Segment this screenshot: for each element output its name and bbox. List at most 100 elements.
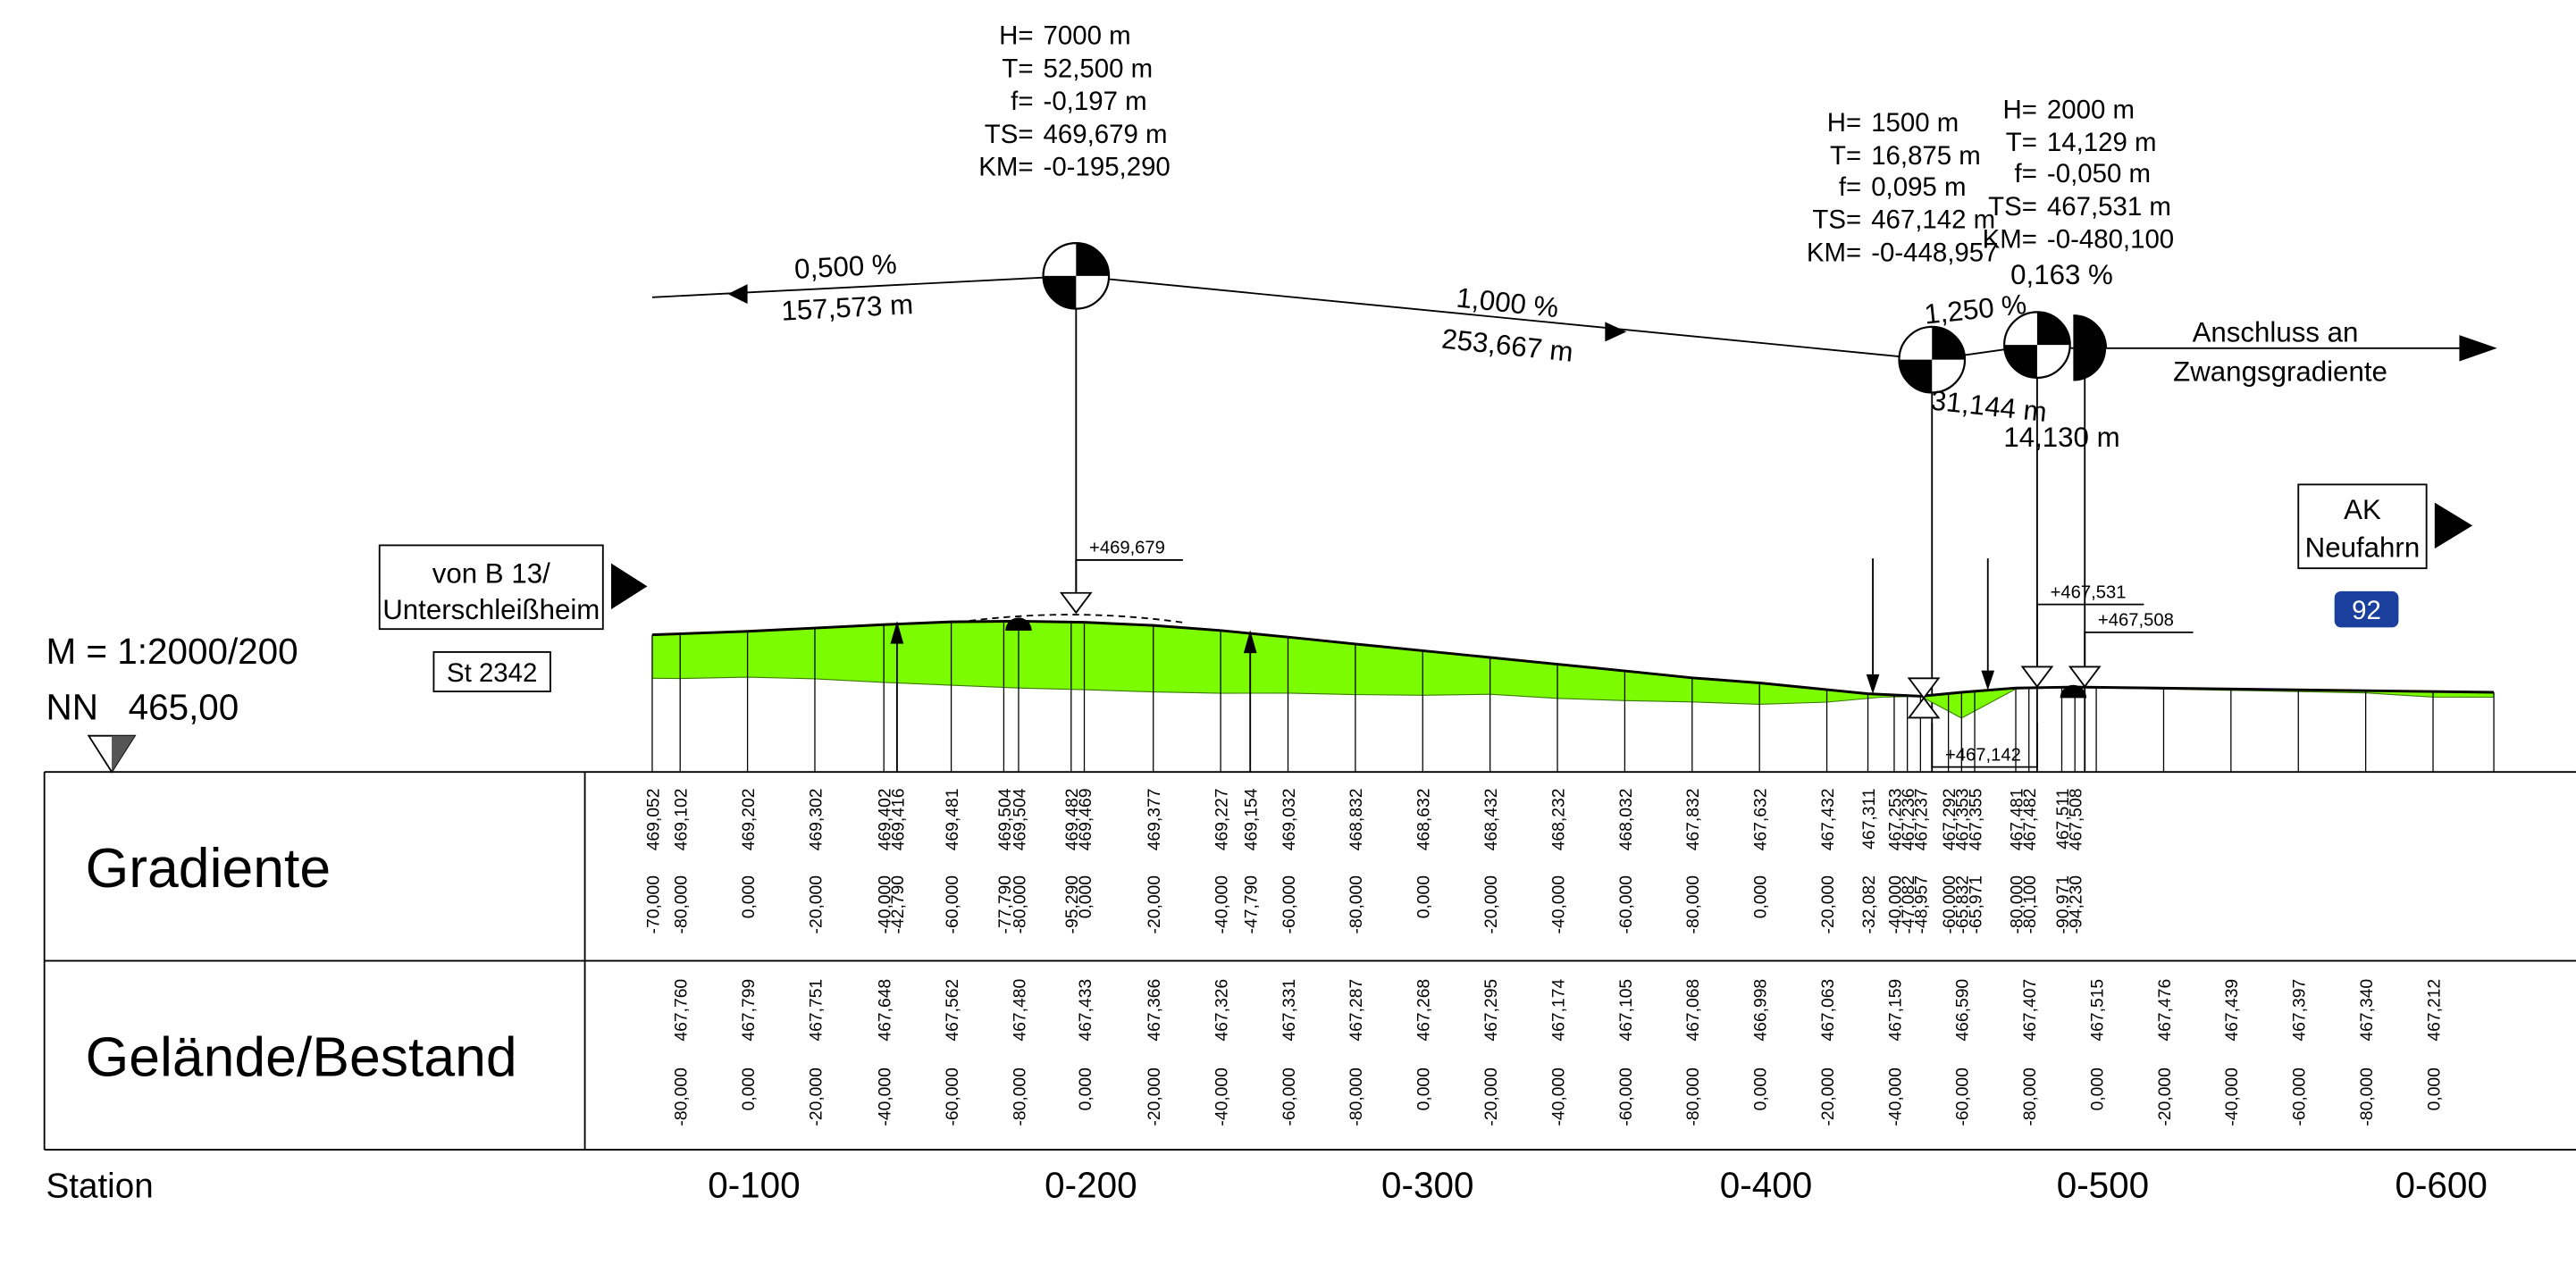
grade-length: 14,130 m [2003, 422, 2119, 453]
elevation-value: 469,377 [1145, 789, 1164, 851]
station-offset: -80,000 [1347, 1067, 1366, 1126]
elevation-value: 467,311 [1860, 789, 1879, 850]
elevation-value: 469,402 [877, 789, 895, 851]
station-offset: 0,000 [740, 875, 759, 918]
end-label: Neufahrn [2305, 532, 2421, 563]
curve-param-label: H= [999, 21, 1033, 51]
elevation-value: 467,105 [1617, 979, 1636, 1042]
station-offset: -42,790 [889, 875, 908, 933]
station-offset: -65,832 [1954, 875, 1973, 933]
station-offset: -80,000 [1011, 875, 1029, 933]
curve-param-value: -0-448,957 [1871, 238, 1998, 267]
elevation-value: 467,366 [1145, 979, 1164, 1042]
start-box [378, 544, 604, 631]
station-offset: -80,000 [1684, 875, 1703, 933]
station-offset: -47,790 [1243, 875, 1262, 933]
elevation-marker [2068, 665, 2102, 689]
station-offset: 0,000 [1752, 875, 1771, 918]
pi-symbol [2004, 345, 2037, 378]
station-offset: 0,000 [1077, 875, 1095, 918]
elevation-value: 467,562 [944, 979, 962, 1042]
elevation-value: 467,340 [2358, 979, 2377, 1042]
station-offset: 0,000 [1415, 1067, 1434, 1110]
elevation-tag: +467,142 [1945, 745, 2021, 765]
elevation-value: 469,302 [807, 789, 826, 851]
curve-param-label: H= [2002, 95, 2036, 124]
elevation-value: 467,751 [807, 979, 826, 1042]
station-offset: -65,971 [1967, 875, 1985, 933]
elevation-value: 467,326 [1212, 979, 1231, 1042]
station-offset: -60,000 [1280, 1067, 1299, 1126]
elevation-tag: +469,679 [1089, 539, 1165, 558]
elevation-value: 467,407 [2021, 979, 2040, 1042]
tag-line [1931, 722, 2038, 768]
exit-sign [2334, 590, 2399, 628]
elevation-value: 468,032 [1617, 789, 1636, 851]
elevation-value: 467,212 [2425, 979, 2444, 1042]
curve-param-value: 2000 m [2047, 95, 2135, 124]
cut-fill-area [651, 621, 2495, 718]
pi-symbol [2036, 312, 2070, 346]
elevation-value: 467,236 [1900, 789, 1918, 851]
pi-symbol [1076, 243, 1110, 276]
elevation-value: 467,832 [1684, 789, 1703, 851]
station-offset: -20,000 [1819, 875, 1838, 933]
tangent-arrow [1605, 322, 1627, 342]
elevation-value: 466,998 [1752, 979, 1771, 1042]
station-label: 0-500 [2057, 1164, 2149, 1205]
elevation-value: 467,287 [1347, 979, 1366, 1042]
station-offset: -60,000 [1954, 1067, 1973, 1126]
station-label: 0-300 [1381, 1164, 1473, 1205]
station-offset: -20,000 [1482, 875, 1501, 933]
station-offset: -40,000 [1549, 875, 1568, 933]
curve-param-label: T= [1830, 141, 1861, 171]
end-box [2297, 483, 2428, 570]
elevation-value: 467,481 [2008, 789, 2026, 851]
point-arrow [1243, 630, 1257, 654]
station-offset: -80,000 [2021, 1067, 2040, 1126]
elevation-value: 469,504 [1011, 788, 1029, 850]
tangent-arrow [727, 284, 748, 305]
exit-number: 92 [2352, 596, 2381, 625]
elevation-value: 468,832 [1347, 789, 1366, 851]
station-offset: -77,790 [996, 875, 1015, 933]
elevation-value: 467,432 [1819, 789, 1838, 851]
start-label: von B 13/ [432, 558, 550, 590]
curve-param-value: 0,095 m [1871, 172, 1966, 202]
scale-label: M = 1:2000/200 [46, 631, 298, 672]
station-offset: -80,000 [2358, 1067, 2377, 1126]
elevation-value: 467,353 [1954, 789, 1973, 851]
tag-line [2035, 603, 2144, 665]
elevation-value: 467,433 [1077, 979, 1095, 1042]
station-offset: 0,000 [1752, 1067, 1771, 1110]
curve-param-label: T= [1002, 54, 1033, 83]
pi-symbol [1043, 275, 1077, 309]
point-arrow [1866, 674, 1880, 694]
elevation-value: 467,508 [2068, 789, 2086, 851]
elevation-value: 467,063 [1819, 979, 1838, 1042]
elevation-value: 469,052 [644, 789, 663, 851]
elevation-marker [1907, 677, 1941, 719]
station-offset: -80,000 [1684, 1067, 1703, 1126]
elevation-value: 467,632 [1752, 789, 1771, 851]
curve-param-label: TS= [1812, 205, 1861, 235]
pi-symbol [1932, 326, 1966, 360]
curve-param-value: 52,500 m [1044, 54, 1154, 83]
elevation-value: 468,432 [1482, 789, 1501, 851]
curve-param-value: 1500 m [1871, 108, 1959, 138]
elevation-value: 467,355 [1967, 789, 1985, 851]
pi-symbol [2073, 315, 2107, 381]
station-offset: -20,000 [807, 875, 826, 933]
curve-param-value: 16,875 m [1871, 141, 1981, 171]
vertical-curve [969, 614, 1183, 624]
station-offset: -47,082 [1900, 875, 1918, 933]
station-label: 0-200 [1045, 1164, 1137, 1205]
elevation-value: 469,482 [1063, 789, 1082, 851]
road-box [432, 651, 551, 692]
curve-param-value: -0-480,100 [2047, 225, 2174, 255]
tangent-line [651, 274, 2495, 361]
elevation-value: 469,481 [944, 789, 962, 851]
station-offset: -60,000 [1617, 1067, 1636, 1126]
point-arrow [890, 620, 904, 644]
